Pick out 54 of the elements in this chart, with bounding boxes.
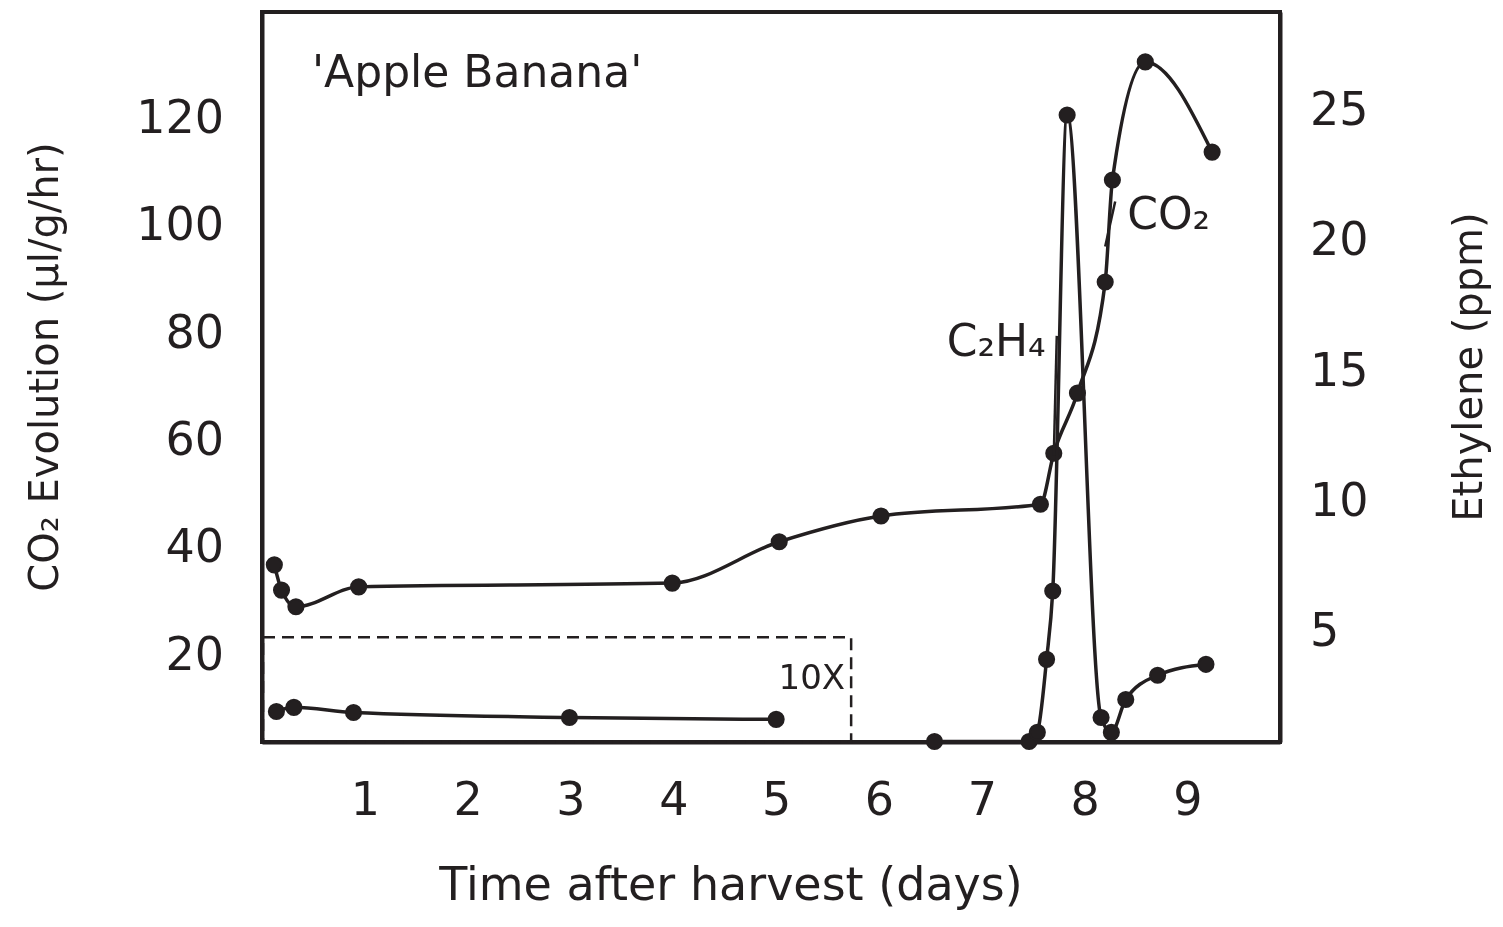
point (925, 732, 944, 751)
point (1117, 690, 1135, 709)
point (1038, 650, 1056, 668)
point (1197, 655, 1215, 673)
point (1096, 273, 1114, 291)
point (1149, 666, 1167, 684)
x-tick-label: 1 (350, 771, 380, 826)
annotation: 10X (778, 657, 846, 698)
annotation: CO₂ (1127, 187, 1211, 239)
y-axis-title: CO₂ Evolution (µl/g/hr) (21, 142, 67, 592)
point (663, 574, 681, 592)
point (1092, 708, 1110, 727)
y-tick-label: 120 (136, 89, 224, 144)
point (285, 698, 303, 716)
point (770, 533, 788, 551)
y2-tick-label: 15 (1310, 342, 1369, 397)
point (1044, 582, 1062, 600)
point (1103, 171, 1121, 189)
text: 'Apple Banana' (312, 46, 643, 97)
point (350, 578, 368, 596)
point (1203, 143, 1221, 161)
y-tick-label: 40 (165, 519, 224, 574)
point (272, 581, 291, 599)
x-tick-label: 9 (1173, 771, 1203, 826)
point (344, 703, 363, 722)
y2-tick-label: 5 (1310, 603, 1340, 658)
x-tick-label: 5 (762, 771, 792, 826)
x-tick-label: 8 (1070, 771, 1100, 826)
x-tick-label: 6 (864, 771, 895, 826)
x-tick-label: 3 (556, 771, 586, 826)
y2-tick-label: 25 (1310, 81, 1369, 136)
y-tick-label: 100 (136, 197, 224, 252)
y-tick-label: 60 (165, 412, 224, 467)
point (1028, 723, 1046, 741)
x-tick-label: 4 (659, 771, 689, 826)
point (1136, 53, 1154, 71)
point (1058, 106, 1076, 124)
y2-axis-title: Ethylene (ppm) (1445, 212, 1491, 522)
x-tick-label: 2 (453, 771, 483, 826)
point (872, 507, 890, 525)
point (1102, 723, 1120, 741)
point (267, 702, 285, 721)
point (287, 598, 305, 616)
y-tick-label: 80 (165, 304, 224, 359)
point (1031, 495, 1049, 513)
point (767, 710, 785, 728)
y-tick-label: 20 (165, 626, 224, 681)
point (560, 708, 579, 727)
y2-tick-label: 10 (1310, 473, 1369, 528)
point (265, 556, 283, 574)
annotation: C₂H₄ (946, 314, 1046, 366)
x-tick-label: 7 (967, 771, 997, 826)
x-axis-title: Time after harvest (days) (438, 857, 1023, 911)
y2-tick-label: 20 (1310, 212, 1369, 267)
